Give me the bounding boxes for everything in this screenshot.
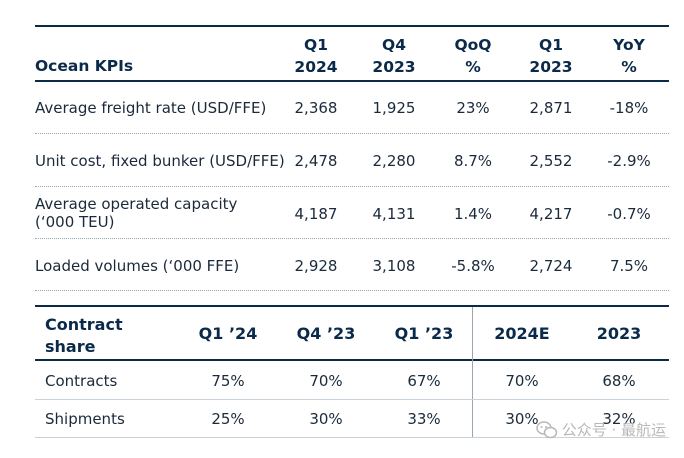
row-label-contracts: Contracts xyxy=(45,372,118,390)
top-table-header-rule xyxy=(35,80,669,82)
top-table-title: Ocean KPIs xyxy=(35,57,134,75)
table-cell: 2,871 xyxy=(529,99,573,117)
bottom-title-line1: Contract xyxy=(45,315,123,334)
table-cell: 8.7% xyxy=(453,152,493,170)
row-divider xyxy=(35,290,669,291)
table-cell: 25% xyxy=(211,410,245,428)
row-divider xyxy=(35,186,669,187)
table-cell: 30% xyxy=(505,410,539,428)
col-header-line2: 2024 xyxy=(294,58,338,76)
row-label-freight-rate: Average freight rate (USD/FFE) xyxy=(35,99,267,117)
col-header-line2: % xyxy=(465,58,481,76)
col-header-q1-2024: Q1 2024 xyxy=(276,34,356,78)
col-header-line1: Q4 xyxy=(382,36,406,54)
col-header-line2: 2023 xyxy=(529,58,573,76)
row-label-operated-capacity: Average operated capacity (‘000 TEU) xyxy=(35,195,237,231)
col-header-2023: 2023 xyxy=(596,324,642,343)
col-header-line1: QoQ xyxy=(454,36,492,54)
table-cell: 4,187 xyxy=(294,205,338,223)
table-cell: 68% xyxy=(602,372,636,390)
row-label-loaded-volumes: Loaded volumes (‘000 FFE) xyxy=(35,257,240,275)
table-cell: 75% xyxy=(211,372,245,390)
row-divider xyxy=(35,437,669,438)
table-cell: 2,552 xyxy=(529,152,573,170)
table-cell: 30% xyxy=(309,410,343,428)
row-divider xyxy=(35,399,669,400)
top-table-top-rule xyxy=(35,25,669,27)
col-header-q4-23: Q4 ’23 xyxy=(296,324,356,343)
table-cell: 1.4% xyxy=(453,205,493,223)
table-cell: -5.8% xyxy=(451,257,495,275)
bottom-table-header-rule xyxy=(35,359,669,361)
table-cell: 3,108 xyxy=(372,257,416,275)
col-header-q1-24: Q1 ’24 xyxy=(198,324,258,343)
table-cell: 2,478 xyxy=(294,152,338,170)
forecast-column-separator xyxy=(472,307,473,438)
bottom-table-top-rule xyxy=(35,305,669,307)
table-cell: 67% xyxy=(407,372,441,390)
table-cell: 23% xyxy=(456,99,490,117)
row-label-shipments: Shipments xyxy=(45,410,125,428)
bottom-title-line2: share xyxy=(45,337,96,356)
col-header-line1: Q1 xyxy=(304,36,328,54)
table-cell: 2,928 xyxy=(294,257,338,275)
col-header-q1-23: Q1 ’23 xyxy=(394,324,454,343)
watermark: 公众号 · 最航运 xyxy=(535,419,666,440)
row-label-line2: (‘000 TEU) xyxy=(35,213,115,231)
table-cell: 4,131 xyxy=(372,205,416,223)
table-cell: 1,925 xyxy=(372,99,416,117)
table-cell: -2.9% xyxy=(607,152,651,170)
col-header-qoq: QoQ % xyxy=(433,34,513,78)
col-header-q4-2023: Q4 2023 xyxy=(354,34,434,78)
table-cell: -0.7% xyxy=(607,205,651,223)
row-divider xyxy=(35,238,669,239)
table-cell: 2,368 xyxy=(294,99,338,117)
row-label-line1: Average operated capacity xyxy=(35,195,238,213)
col-header-q1-2023: Q1 2023 xyxy=(511,34,591,78)
table-cell: 2,280 xyxy=(372,152,416,170)
table-cell: 70% xyxy=(505,372,539,390)
table-cell: 33% xyxy=(407,410,441,428)
table-cell: -18% xyxy=(609,99,649,117)
row-label-unit-cost: Unit cost, fixed bunker (USD/FFE) xyxy=(35,152,285,170)
col-header-line1: YoY xyxy=(613,36,645,54)
col-header-line1: Q1 xyxy=(539,36,563,54)
wechat-icon xyxy=(535,420,557,438)
table-cell: 7.5% xyxy=(609,257,649,275)
table-cell: 2,724 xyxy=(529,257,573,275)
col-header-line2: % xyxy=(621,58,637,76)
watermark-text: 公众号 · 最航运 xyxy=(561,421,666,439)
table-cell: 32% xyxy=(602,410,636,428)
col-header-line2: 2023 xyxy=(372,58,416,76)
row-divider xyxy=(35,133,669,134)
col-header-yoy: YoY % xyxy=(589,34,669,78)
col-header-2024e: 2024E xyxy=(494,324,550,343)
table-cell: 4,217 xyxy=(529,205,573,223)
bottom-table-title: Contract share xyxy=(45,314,123,358)
table-cell: 70% xyxy=(309,372,343,390)
